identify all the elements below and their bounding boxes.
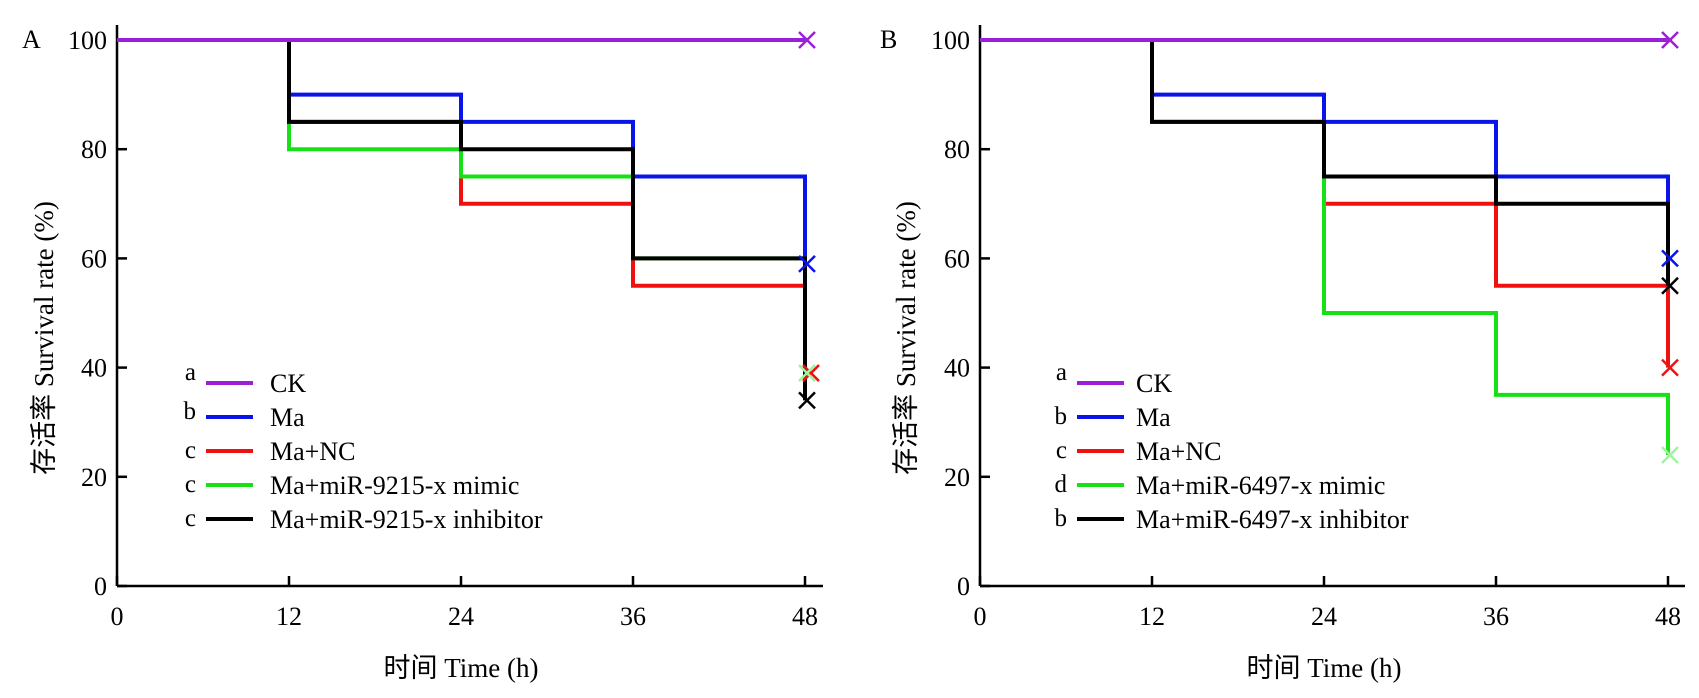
y-tick-label: 20 — [81, 463, 107, 492]
x-tick-label: 12 — [276, 602, 302, 631]
series-line-4 — [980, 38, 1670, 286]
legend-label: Ma+miR-9215-x inhibitor — [270, 505, 543, 534]
legend-label: Ma — [1136, 403, 1171, 432]
legend-item-2: c Ma+NC — [1056, 437, 1222, 466]
legend-item-3: c Ma+miR-9215-x mimic — [185, 471, 519, 500]
legend-letter: a — [1056, 359, 1067, 386]
legend-label: Ma+NC — [270, 437, 355, 466]
legend-letter: c — [1056, 437, 1067, 464]
end-marker-1 — [798, 254, 816, 273]
y-tick-label: 80 — [81, 135, 107, 164]
legend-letter: b — [1055, 505, 1068, 532]
end-marker-0 — [798, 31, 816, 49]
legend-item-0: a CK — [1056, 359, 1172, 398]
legend-letter: b — [1055, 403, 1068, 430]
legend-label: Ma+miR-6497-x mimic — [1136, 471, 1385, 500]
legend-letter: b — [184, 398, 197, 425]
y-tick-label: 40 — [944, 354, 970, 383]
series-line-2 — [117, 38, 807, 374]
x-tick-label: 36 — [620, 602, 646, 631]
legend-item-4: b Ma+miR-6497-x inhibitor — [1055, 505, 1409, 534]
y-axis-label: 存活率 Survival rate (%) — [29, 201, 59, 475]
series-line-3 — [117, 38, 807, 374]
end-marker-4 — [1661, 276, 1679, 295]
x-axis-label: 时间 Time (h) — [1246, 653, 1401, 683]
legend-letter: c — [185, 471, 196, 498]
x-tick-label: 24 — [448, 602, 474, 631]
y-tick-label: 0 — [94, 572, 107, 601]
legend-label: Ma+miR-6497-x inhibitor — [1136, 505, 1409, 534]
legend-item-4: c Ma+miR-9215-x inhibitor — [185, 505, 543, 534]
y-tick-label: 20 — [944, 463, 970, 492]
x-tick-label: 12 — [1139, 602, 1165, 631]
end-marker-2 — [802, 364, 820, 382]
x-tick-label: 24 — [1311, 602, 1337, 631]
chart-panel-b: 0 20 40 60 80 100 0 12 24 36 48 时间 Time (h) 存活率 Surv… — [880, 25, 1685, 683]
legend-item-1: b Ma — [1055, 403, 1172, 432]
legend-item-2: c Ma+NC — [185, 437, 356, 466]
x-tick-label: 48 — [1655, 602, 1681, 631]
legend-letter: a — [185, 359, 196, 386]
x-tick-label: 36 — [1483, 602, 1509, 631]
y-tick-label: 100 — [68, 26, 107, 55]
legend-item-0: a CK — [185, 359, 306, 398]
chart-panel-a: 0 20 40 60 80 100 0 12 24 36 48 时间 Time (h) 存活率 Surv… — [22, 25, 823, 683]
x-axis-label: 时间 Time (h) — [383, 653, 538, 683]
legend-label: CK — [1136, 369, 1172, 398]
y-tick-label: 0 — [957, 572, 970, 601]
y-tick-label: 60 — [944, 244, 970, 273]
end-marker-2 — [1661, 358, 1679, 377]
legend-letter: c — [185, 437, 196, 464]
end-marker-3 — [1661, 446, 1679, 464]
legend-letter: d — [1055, 471, 1068, 498]
y-tick-label: 40 — [81, 354, 107, 383]
legend-label: CK — [270, 369, 306, 398]
y-tick-label: 60 — [81, 244, 107, 273]
panel-label: B — [880, 25, 897, 54]
legend-item-1: b Ma — [184, 398, 306, 432]
end-marker-3 — [798, 364, 816, 382]
legend-letter: c — [185, 505, 196, 532]
legend-label: Ma+NC — [1136, 437, 1221, 466]
legend-item-3: d Ma+miR-6497-x mimic — [1055, 471, 1386, 500]
x-tick-label: 0 — [974, 602, 987, 631]
y-tick-label: 100 — [931, 26, 970, 55]
legend-label: Ma+miR-9215-x mimic — [270, 471, 519, 500]
series-line-4 — [117, 38, 807, 401]
end-marker-0 — [1661, 31, 1679, 49]
panel-label: A — [22, 25, 41, 54]
end-marker-1 — [1661, 249, 1679, 268]
y-tick-label: 80 — [944, 135, 970, 164]
x-tick-label: 48 — [792, 602, 818, 631]
y-axis-label: 存活率 Survival rate (%) — [891, 201, 921, 475]
end-marker-4 — [798, 391, 816, 410]
legend-label: Ma — [270, 403, 305, 432]
x-tick-label: 0 — [111, 602, 124, 631]
